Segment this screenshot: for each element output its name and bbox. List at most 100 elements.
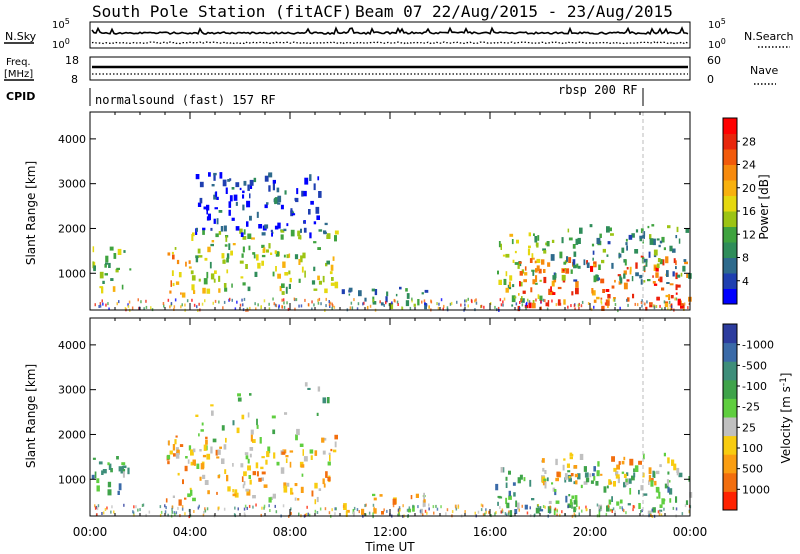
data-cell — [181, 292, 186, 298]
data-cell — [167, 461, 170, 465]
data-cell — [174, 513, 176, 517]
data-cell — [241, 253, 244, 258]
data-cell — [397, 513, 399, 517]
data-cell — [311, 280, 316, 285]
data-cell — [410, 495, 413, 500]
data-cell — [289, 450, 294, 453]
data-cell — [644, 302, 646, 306]
data-cell — [567, 503, 572, 508]
data-cell — [263, 299, 266, 303]
nsky-trace — [91, 26, 689, 36]
data-cell — [497, 495, 501, 498]
data-cell — [664, 303, 669, 308]
data-cell — [573, 279, 578, 282]
data-cell — [249, 447, 254, 451]
data-cell — [283, 228, 287, 232]
nsky-right-tick-top: 105 — [708, 17, 726, 31]
data-cell — [263, 247, 266, 253]
freq-panel: Freq. [MHz] 18 8 60 0 Nave — [4, 54, 778, 86]
data-cell — [633, 472, 636, 478]
data-cell — [240, 463, 244, 468]
data-cell — [631, 233, 635, 238]
data-cell — [546, 241, 550, 247]
data-cell — [368, 511, 371, 515]
y-tick-label: 2000 — [58, 428, 86, 441]
freq-left-tick-top: 18 — [65, 54, 79, 67]
data-cell — [289, 277, 292, 283]
data-cell — [109, 246, 114, 251]
data-cell — [606, 254, 609, 257]
data-cell — [505, 287, 509, 293]
data-cell — [150, 306, 152, 310]
data-cell — [284, 190, 287, 195]
data-cell — [535, 268, 538, 273]
data-cell — [246, 221, 249, 227]
data-cell — [605, 289, 610, 292]
data-cell — [299, 443, 304, 447]
data-cell — [474, 511, 476, 515]
data-cell — [611, 262, 614, 269]
data-cell — [329, 305, 331, 308]
data-cell — [320, 302, 322, 306]
data-cell — [325, 304, 327, 308]
data-cell — [649, 238, 654, 245]
data-cell — [104, 508, 107, 511]
data-cell — [653, 283, 658, 286]
data-cell — [548, 500, 552, 504]
data-cell — [659, 259, 663, 265]
data-cell — [236, 427, 240, 434]
data-cell — [117, 490, 120, 495]
data-cell — [675, 284, 678, 291]
data-cell — [316, 511, 319, 514]
velocity-ylabel: Slant Range [km] — [24, 364, 38, 468]
data-cell — [165, 506, 167, 510]
data-cell — [348, 287, 353, 292]
data-cell — [173, 511, 176, 515]
data-cell — [243, 229, 246, 235]
data-cell — [595, 481, 599, 486]
data-cell — [202, 474, 206, 479]
data-cell — [658, 491, 661, 499]
data-cell — [676, 226, 679, 233]
x-tick-label: 04:00 — [173, 525, 208, 539]
data-cell — [412, 505, 415, 512]
data-cell — [331, 277, 334, 281]
data-cell — [249, 193, 251, 199]
data-cell — [511, 239, 514, 245]
data-cell — [494, 512, 496, 516]
data-cell — [123, 503, 125, 507]
data-cell — [531, 253, 534, 260]
data-cell — [417, 505, 419, 509]
data-cell — [137, 298, 139, 302]
data-cell — [171, 507, 173, 511]
data-cell — [500, 243, 502, 250]
data-cell — [521, 269, 525, 274]
data-cell — [522, 290, 526, 294]
data-cell — [567, 228, 570, 233]
data-cell — [537, 504, 539, 508]
data-cell — [519, 281, 521, 287]
data-cell — [665, 294, 670, 298]
data-cell — [652, 507, 656, 513]
data-cell — [303, 220, 306, 224]
data-cell — [241, 414, 245, 420]
data-cell — [321, 437, 325, 443]
data-cell — [363, 301, 365, 305]
data-cell — [531, 269, 535, 272]
data-cell — [652, 470, 655, 478]
data-cell — [274, 198, 277, 205]
data-cell — [353, 506, 356, 510]
data-cell — [334, 230, 339, 235]
data-cell — [436, 507, 439, 511]
data-cell — [503, 278, 507, 285]
data-cell — [234, 489, 238, 496]
data-cell — [667, 225, 671, 229]
data-cell — [213, 278, 216, 283]
data-cell — [181, 505, 184, 509]
data-cell — [198, 504, 200, 508]
data-cell — [626, 472, 629, 476]
data-cell — [294, 497, 297, 501]
data-cell — [433, 511, 435, 515]
data-cell — [685, 500, 689, 505]
data-cell — [258, 477, 262, 482]
